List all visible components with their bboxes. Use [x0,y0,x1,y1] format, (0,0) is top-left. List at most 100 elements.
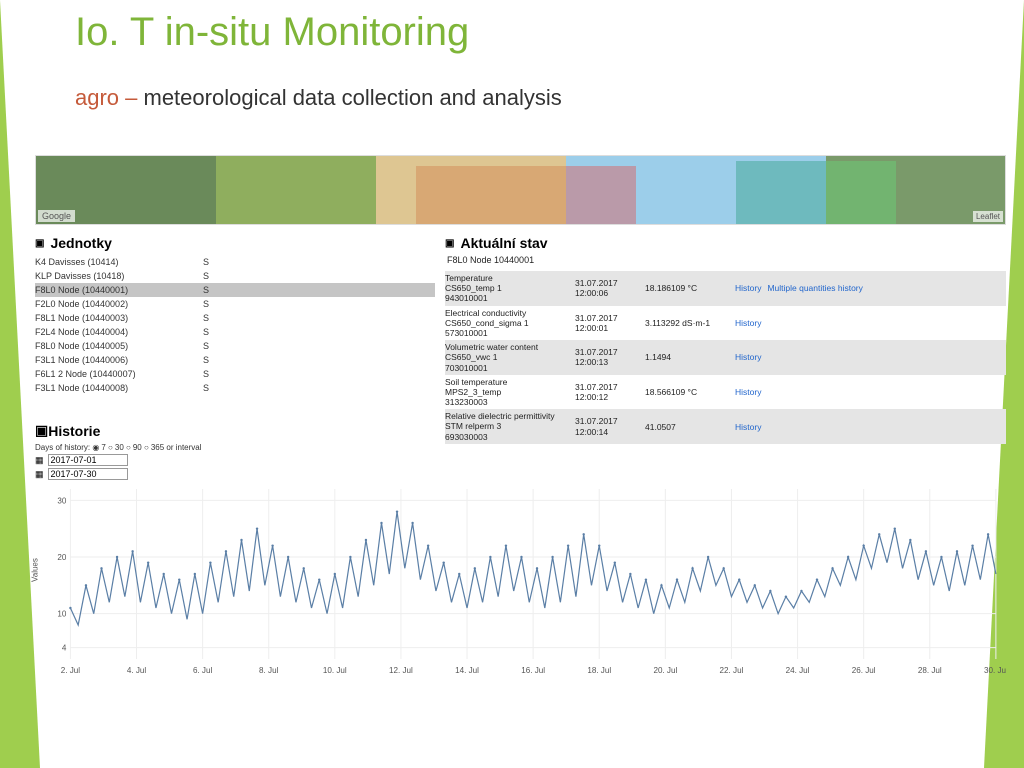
calendar-icon[interactable]: ▦ [35,469,44,480]
sensor-row: Electrical conductivityCS650_cond_sigma … [445,306,1006,341]
map-field [216,156,376,225]
days-radio[interactable]: ◉7 [92,443,108,452]
node-status: S [203,369,223,379]
node-row[interactable]: F8L1 Node (10440003) S [35,311,435,325]
sensor-time: 31.07.201712:00:06 [575,278,645,298]
history-link[interactable]: History [735,283,761,293]
subtitle-accent: agro – [75,85,144,110]
map-lib-badge: Leaflet [973,211,1003,222]
svg-text:8. Jul: 8. Jul [259,666,279,675]
history-link[interactable]: Multiple quantities history [767,283,862,293]
status-title: Aktuální stav [460,235,547,251]
node-status: S [203,341,223,351]
sensor-time: 31.07.201712:00:13 [575,347,645,367]
svg-text:30: 30 [57,496,67,505]
days-radio[interactable]: ○30 [108,443,126,452]
days-label: Days of history: [35,443,90,452]
svg-text:16. Jul: 16. Jul [521,666,545,675]
node-name: F2L0 Node (10440002) [35,299,195,309]
slide-subtitle: agro – meteorological data collection an… [75,85,562,111]
sensor-row: Soil temperatureMPS2_3_temp31323000331.0… [445,375,1006,410]
node-row[interactable]: F3L1 Node (10440008) S [35,381,435,395]
node-status: S [203,271,223,281]
node-row[interactable]: F6L1 2 Node (10440007) S [35,367,435,381]
svg-text:26. Jul: 26. Jul [852,666,876,675]
node-row[interactable]: K4 Davisses (10414) S [35,255,435,269]
sensor-value: 3.113292 dS·m-1 [645,318,735,328]
node-name: F8L1 Node (10440003) [35,313,195,323]
node-status: S [203,383,223,393]
node-status: S [203,355,223,365]
node-status: S [203,257,223,267]
node-row[interactable]: F2L0 Node (10440002) S [35,297,435,311]
node-name: F3L1 Node (10440006) [35,355,195,365]
svg-text:28. Jul: 28. Jul [918,666,942,675]
history-panel: ▣ Historie Days of history: ◉7 ○30 ○90 ○… [35,422,1006,679]
sensor-value: 18.186109 °C [645,283,735,293]
interval-label: or interval [166,443,201,452]
sensor-name: Electrical conductivityCS650_cond_sigma … [445,308,575,339]
sensor-name: Volumetric water contentCS650_vwc 170301… [445,342,575,373]
sensor-value: 18.566109 °C [645,387,735,397]
node-status: S [203,285,223,295]
sensor-row: Volumetric water contentCS650_vwc 170301… [445,340,1006,375]
svg-text:10. Jul: 10. Jul [323,666,347,675]
node-row[interactable]: F8L0 Node (10440001) S [35,283,435,297]
svg-text:22. Jul: 22. Jul [720,666,744,675]
days-radio[interactable]: ○365 [144,443,166,452]
sensor-links: History [735,318,905,328]
decoration-triangle-left [0,0,40,768]
subtitle-rest: meteorological data collection and analy… [144,85,562,110]
sensor-links: History [735,387,905,397]
node-name: F3L1 Node (10440008) [35,383,195,393]
node-name: F8L0 Node (10440005) [35,341,195,351]
node-row[interactable]: KLP Davisses (10418) S [35,269,435,283]
map-field [376,156,566,225]
svg-text:20: 20 [57,553,67,562]
history-link[interactable]: History [735,352,761,362]
node-list: K4 Davisses (10414)SKLP Davisses (10418)… [35,255,435,395]
svg-text:2. Jul: 2. Jul [61,666,81,675]
map-provider-badge: Google [38,210,75,222]
days-radio[interactable]: ○90 [126,443,144,452]
chart-ylabel: Values [31,558,40,582]
sensor-value: 1.1494 [645,352,735,362]
sensor-row: TemperatureCS650_temp 194301000131.07.20… [445,271,1006,306]
svg-text:4: 4 [62,644,67,653]
history-title: Historie [48,423,100,439]
svg-text:10: 10 [57,610,67,619]
svg-text:18. Jul: 18. Jul [587,666,611,675]
sensor-time: 31.07.201712:00:01 [575,313,645,333]
history-link[interactable]: History [735,318,761,328]
node-row[interactable]: F3L1 Node (10440006) S [35,353,435,367]
node-name: F6L1 2 Node (10440007) [35,369,195,379]
date-from-input[interactable] [48,454,128,466]
history-link[interactable]: History [735,387,761,397]
calendar-icon[interactable]: ▦ [35,455,44,466]
svg-text:24. Jul: 24. Jul [786,666,810,675]
node-name: F8L0 Node (10440001) [35,285,195,295]
sensor-time: 31.07.201712:00:12 [575,382,645,402]
svg-text:30. Jul: 30. Jul [984,666,1006,675]
node-status: S [203,327,223,337]
collapse-icon[interactable]: ▣ [35,422,48,439]
node-row[interactable]: F8L0 Node (10440005) S [35,339,435,353]
collapse-icon[interactable]: ▣ [445,238,454,249]
svg-text:4. Jul: 4. Jul [127,666,147,675]
sensor-links: History [735,352,905,362]
node-status: S [203,313,223,323]
svg-text:20. Jul: 20. Jul [653,666,677,675]
node-row[interactable]: F2L4 Node (10440004)S [35,325,435,339]
history-controls: Days of history: ◉7 ○30 ○90 ○365 or inte… [35,443,1006,452]
node-name: K4 Davisses (10414) [35,257,195,267]
svg-text:6. Jul: 6. Jul [193,666,213,675]
sensor-list: TemperatureCS650_temp 194301000131.07.20… [445,271,1006,444]
date-to-input[interactable] [48,468,128,480]
units-panel: ▣ Jednotky K4 Davisses (10414)SKLP Davis… [35,235,435,444]
history-chart[interactable]: Values 41020302. Jul4. Jul6. Jul8. Jul10… [35,484,1006,679]
units-title: Jednotky [50,235,111,251]
node-name: KLP Davisses (10418) [35,271,195,281]
node-status: S [203,299,223,309]
map-strip[interactable]: Google Leaflet [35,155,1006,225]
collapse-icon[interactable]: ▣ [35,238,44,249]
